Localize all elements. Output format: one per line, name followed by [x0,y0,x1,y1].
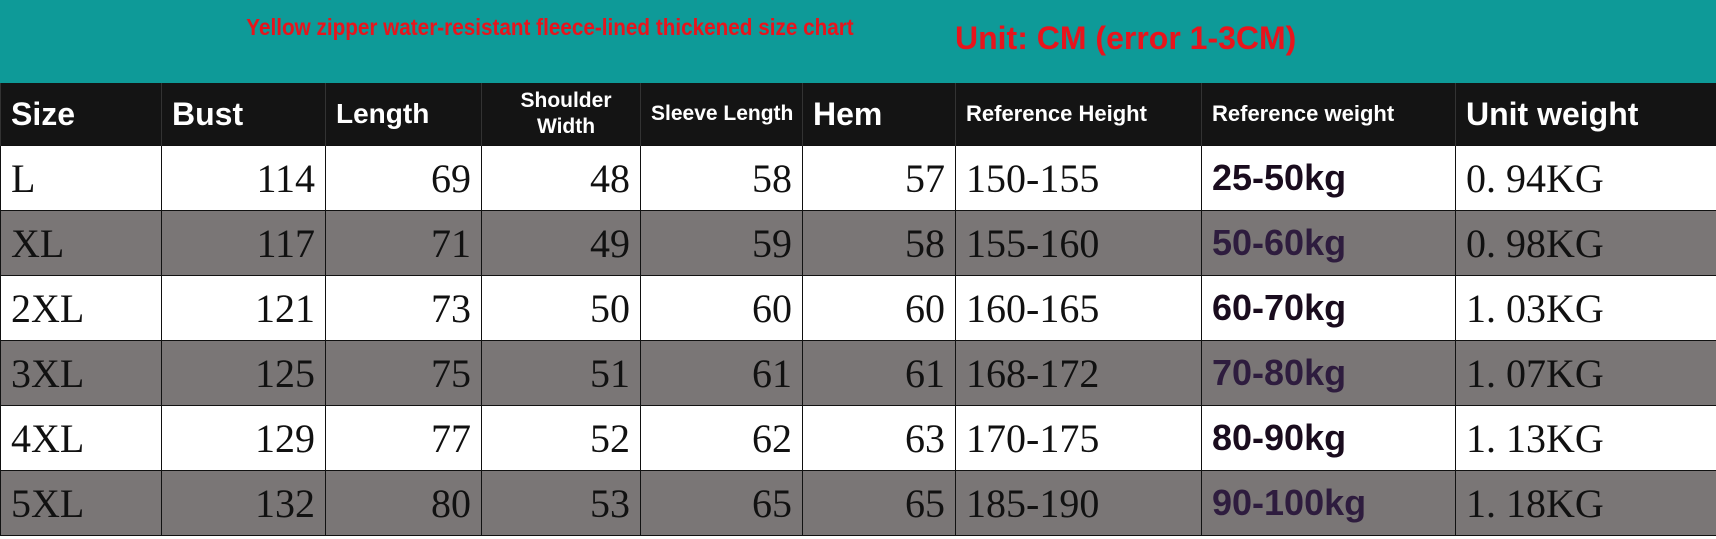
cell-hem: 63 [802,405,956,471]
header-reference-weight: Reference weight [1201,83,1456,146]
cell-size: 4XL [0,405,162,471]
cell-hem: 57 [802,145,956,211]
cell-reference-weight: 70-80kg [1201,340,1456,406]
cell-bust: 125 [161,340,326,406]
cell-shoulder-width: 48 [481,145,641,211]
table-row: 3XL 125 75 51 61 61 168-172 70-80kg 1. 07KG [0,340,1716,406]
cell-sleeve-length: 59 [640,210,803,276]
title-banner: Yellow zipper water-resistant fleece-lin… [0,0,1716,83]
cell-reference-height: 185-190 [955,470,1202,536]
cell-length: 75 [325,340,482,406]
cell-reference-height: 168-172 [955,340,1202,406]
cell-shoulder-width: 50 [481,275,641,341]
cell-length: 77 [325,405,482,471]
cell-shoulder-width: 52 [481,405,641,471]
cell-sleeve-length: 61 [640,340,803,406]
cell-size: XL [0,210,162,276]
cell-unit-weight: 1. 03KG [1455,275,1716,341]
cell-size: L [0,145,162,211]
cell-hem: 58 [802,210,956,276]
cell-shoulder-width: 51 [481,340,641,406]
cell-sleeve-length: 60 [640,275,803,341]
cell-length: 71 [325,210,482,276]
unit-note: Unit: CM (error 1-3CM) [955,20,1297,56]
table-row: 2XL 121 73 50 60 60 160-165 60-70kg 1. 03KG [0,275,1716,341]
cell-size: 2XL [0,275,162,341]
cell-reference-weight: 90-100kg [1201,470,1456,536]
cell-bust: 117 [161,210,326,276]
cell-size: 5XL [0,470,162,536]
cell-sleeve-length: 65 [640,470,803,536]
header-shoulder-width: Shoulder Width [481,83,641,146]
cell-hem: 65 [802,470,956,536]
cell-reference-weight: 25-50kg [1201,145,1456,211]
cell-bust: 132 [161,470,326,536]
cell-shoulder-width: 53 [481,470,641,536]
cell-unit-weight: 1. 18KG [1455,470,1716,536]
cell-reference-weight: 50-60kg [1201,210,1456,276]
header-sleeve-length: Sleeve Length [640,83,803,146]
cell-length: 73 [325,275,482,341]
size-chart-table: Size Bust Length Shoulder Width Sleeve L… [0,83,1716,536]
chart-title: Yellow zipper water-resistant fleece-lin… [246,14,854,40]
cell-unit-weight: 1. 13KG [1455,405,1716,471]
table-row: 4XL 129 77 52 62 63 170-175 80-90kg 1. 13KG [0,405,1716,471]
cell-length: 69 [325,145,482,211]
cell-unit-weight: 0. 94KG [1455,145,1716,211]
header-length: Length [325,83,482,146]
header-unit-weight: Unit weight [1455,83,1716,146]
cell-unit-weight: 1. 07KG [1455,340,1716,406]
cell-reference-height: 170-175 [955,405,1202,471]
cell-reference-height: 155-160 [955,210,1202,276]
cell-hem: 60 [802,275,956,341]
table-row: XL 117 71 49 59 58 155-160 50-60kg 0. 98KG [0,210,1716,276]
cell-reference-height: 150-155 [955,145,1202,211]
cell-bust: 129 [161,405,326,471]
cell-bust: 114 [161,145,326,211]
cell-sleeve-length: 62 [640,405,803,471]
header-reference-height: Reference Height [955,83,1202,146]
header-size: Size [0,83,162,146]
cell-hem: 61 [802,340,956,406]
header-bust: Bust [161,83,326,146]
cell-unit-weight: 0. 98KG [1455,210,1716,276]
cell-shoulder-width: 49 [481,210,641,276]
cell-length: 80 [325,470,482,536]
cell-reference-weight: 60-70kg [1201,275,1456,341]
cell-reference-height: 160-165 [955,275,1202,341]
table-row: 5XL 132 80 53 65 65 185-190 90-100kg 1. 18KG [0,470,1716,536]
cell-sleeve-length: 58 [640,145,803,211]
cell-bust: 121 [161,275,326,341]
table-row: L 114 69 48 58 57 150-155 25-50kg 0. 94KG [0,145,1716,211]
header-row: Size Bust Length Shoulder Width Sleeve L… [0,83,1716,146]
cell-size: 3XL [0,340,162,406]
header-hem: Hem [802,83,956,146]
cell-reference-weight: 80-90kg [1201,405,1456,471]
